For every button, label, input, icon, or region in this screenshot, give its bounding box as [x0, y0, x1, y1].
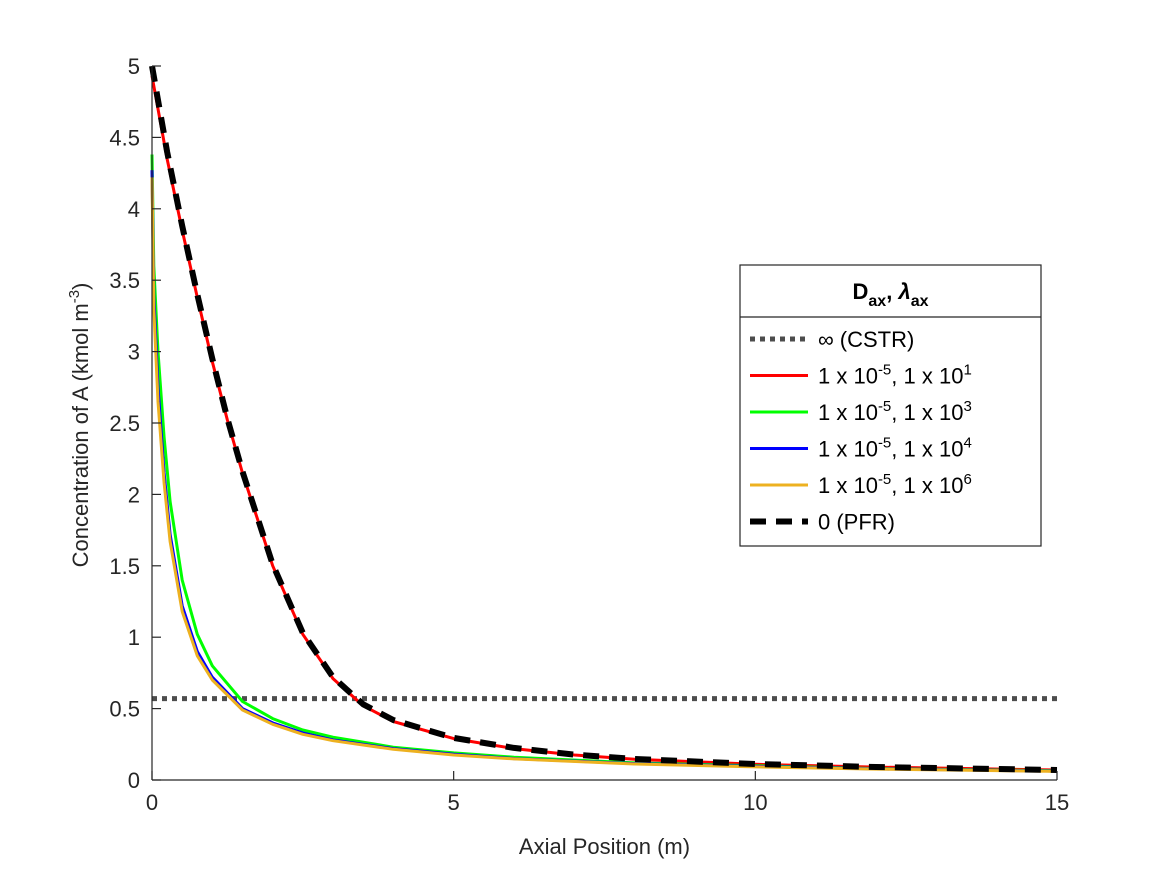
x-tick-label-1: 5	[448, 790, 460, 815]
legend: Dax, λax ∞ (CSTR) 1 x 10-5, 1 x 101 1 x 10-…	[739, 264, 1042, 547]
y-tick-label-3: 1.5	[109, 554, 140, 579]
y-tick-label-5: 2.5	[109, 411, 140, 436]
x-axis-label: Axial Position (m)	[519, 834, 690, 859]
legend-entry-3: 1 x 10-5, 1 x 104	[818, 435, 972, 462]
y-axis-label: Concentration of A (kmol m-3)	[66, 283, 93, 568]
legend-entry-4: 1 x 10-5, 1 x 106	[818, 471, 972, 498]
legend-entry-1: 1 x 10-5, 1 x 101	[818, 362, 972, 389]
y-tick-label-1: 0.5	[109, 697, 140, 722]
axes-layer: 0 5 10 15 0 0.5 1 1.5 2 2.5 3 3.5 4 4.5 5 Axial Positio…	[66, 54, 1069, 859]
legend-entry-0: ∞ (CSTR)	[818, 327, 914, 352]
legend-title: Dax, λax	[853, 279, 929, 310]
y-tick-label-8: 4	[128, 197, 140, 222]
x-tick-label-2: 10	[743, 790, 767, 815]
y-tick-label-10: 5	[128, 54, 140, 79]
y-tick-label-7: 3.5	[109, 268, 140, 293]
y-tick-label-2: 1	[128, 625, 140, 650]
x-tick-label-0: 0	[146, 790, 158, 815]
legend-entry-2: 1 x 10-5, 1 x 103	[818, 398, 972, 425]
y-tick-label-0: 0	[128, 768, 140, 793]
y-tick-label-9: 4.5	[109, 125, 140, 150]
series-layer	[149, 65, 1058, 773]
series-line-4	[150, 177, 1058, 773]
x-tick-label-3: 15	[1045, 790, 1069, 815]
y-tick-label-6: 3	[128, 340, 140, 365]
legend-entry-5: 0 (PFR)	[818, 510, 895, 535]
legend-box	[739, 264, 1042, 547]
y-tick-label-4: 2	[128, 482, 140, 507]
